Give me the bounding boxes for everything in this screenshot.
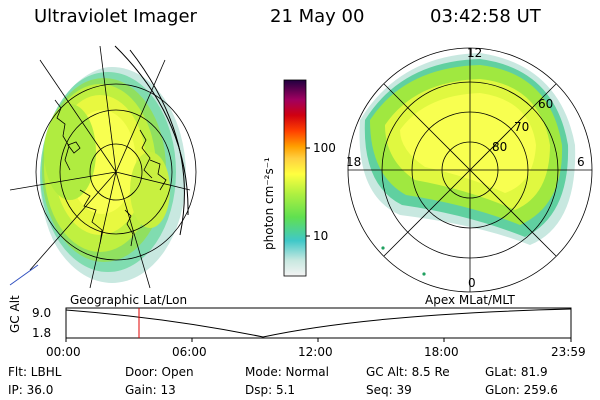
door-status: Door: Open	[125, 365, 194, 379]
colorbar-tick-100: 100	[313, 141, 336, 155]
mlt-label-18: 18	[346, 155, 362, 169]
lat-label-80: 80	[492, 140, 508, 154]
flt-status: Flt: LBHL	[8, 365, 62, 379]
mode-status: Mode: Normal	[245, 365, 329, 379]
altitude-y-min: 1.8	[32, 326, 52, 340]
instrument-title: Ultraviolet Imager	[34, 6, 197, 27]
gc-alt-status: GC Alt: 8.5 Re	[366, 365, 450, 379]
time-tick-0600: 06:00	[172, 345, 207, 359]
date-label: 21 May 00	[270, 6, 365, 27]
time-tick-1200: 12:00	[298, 345, 333, 359]
mlt-label-12: 12	[467, 46, 483, 60]
mlt-label-6: 6	[577, 155, 585, 169]
geographic-map	[9, 45, 197, 290]
glat-status: GLat: 81.9	[485, 365, 548, 379]
ip-status: IP: 36.0	[8, 383, 54, 397]
time-tick-1800: 18:00	[424, 345, 459, 359]
mlt-label-0: 0	[468, 276, 476, 290]
seq-status: Seq: 39	[366, 383, 412, 397]
colorbar	[283, 79, 310, 277]
colorbar-unit-label: photon cm⁻²s⁻¹	[262, 157, 276, 250]
lat-label-70: 70	[514, 120, 530, 134]
time-label: 03:42:58 UT	[430, 6, 541, 27]
dsp-status: Dsp: 5.1	[245, 383, 296, 397]
apex-label: Apex MLat/MLT	[425, 293, 515, 307]
gain-status: Gain: 13	[125, 383, 176, 397]
glon-status: GLon: 259.6	[485, 383, 558, 397]
altitude-axis-label: GC Alt	[8, 295, 22, 333]
polar-map	[347, 47, 593, 293]
altitude-y-max: 9.0	[32, 306, 52, 320]
time-tick-0000: 00:00	[46, 345, 81, 359]
lat-label-60: 60	[538, 97, 554, 111]
colorbar-tick-10: 10	[313, 229, 329, 243]
geographic-label: Geographic Lat/Lon	[70, 293, 188, 307]
time-tick-2359: 23:59	[551, 345, 586, 359]
altitude-plot	[65, 307, 572, 342]
